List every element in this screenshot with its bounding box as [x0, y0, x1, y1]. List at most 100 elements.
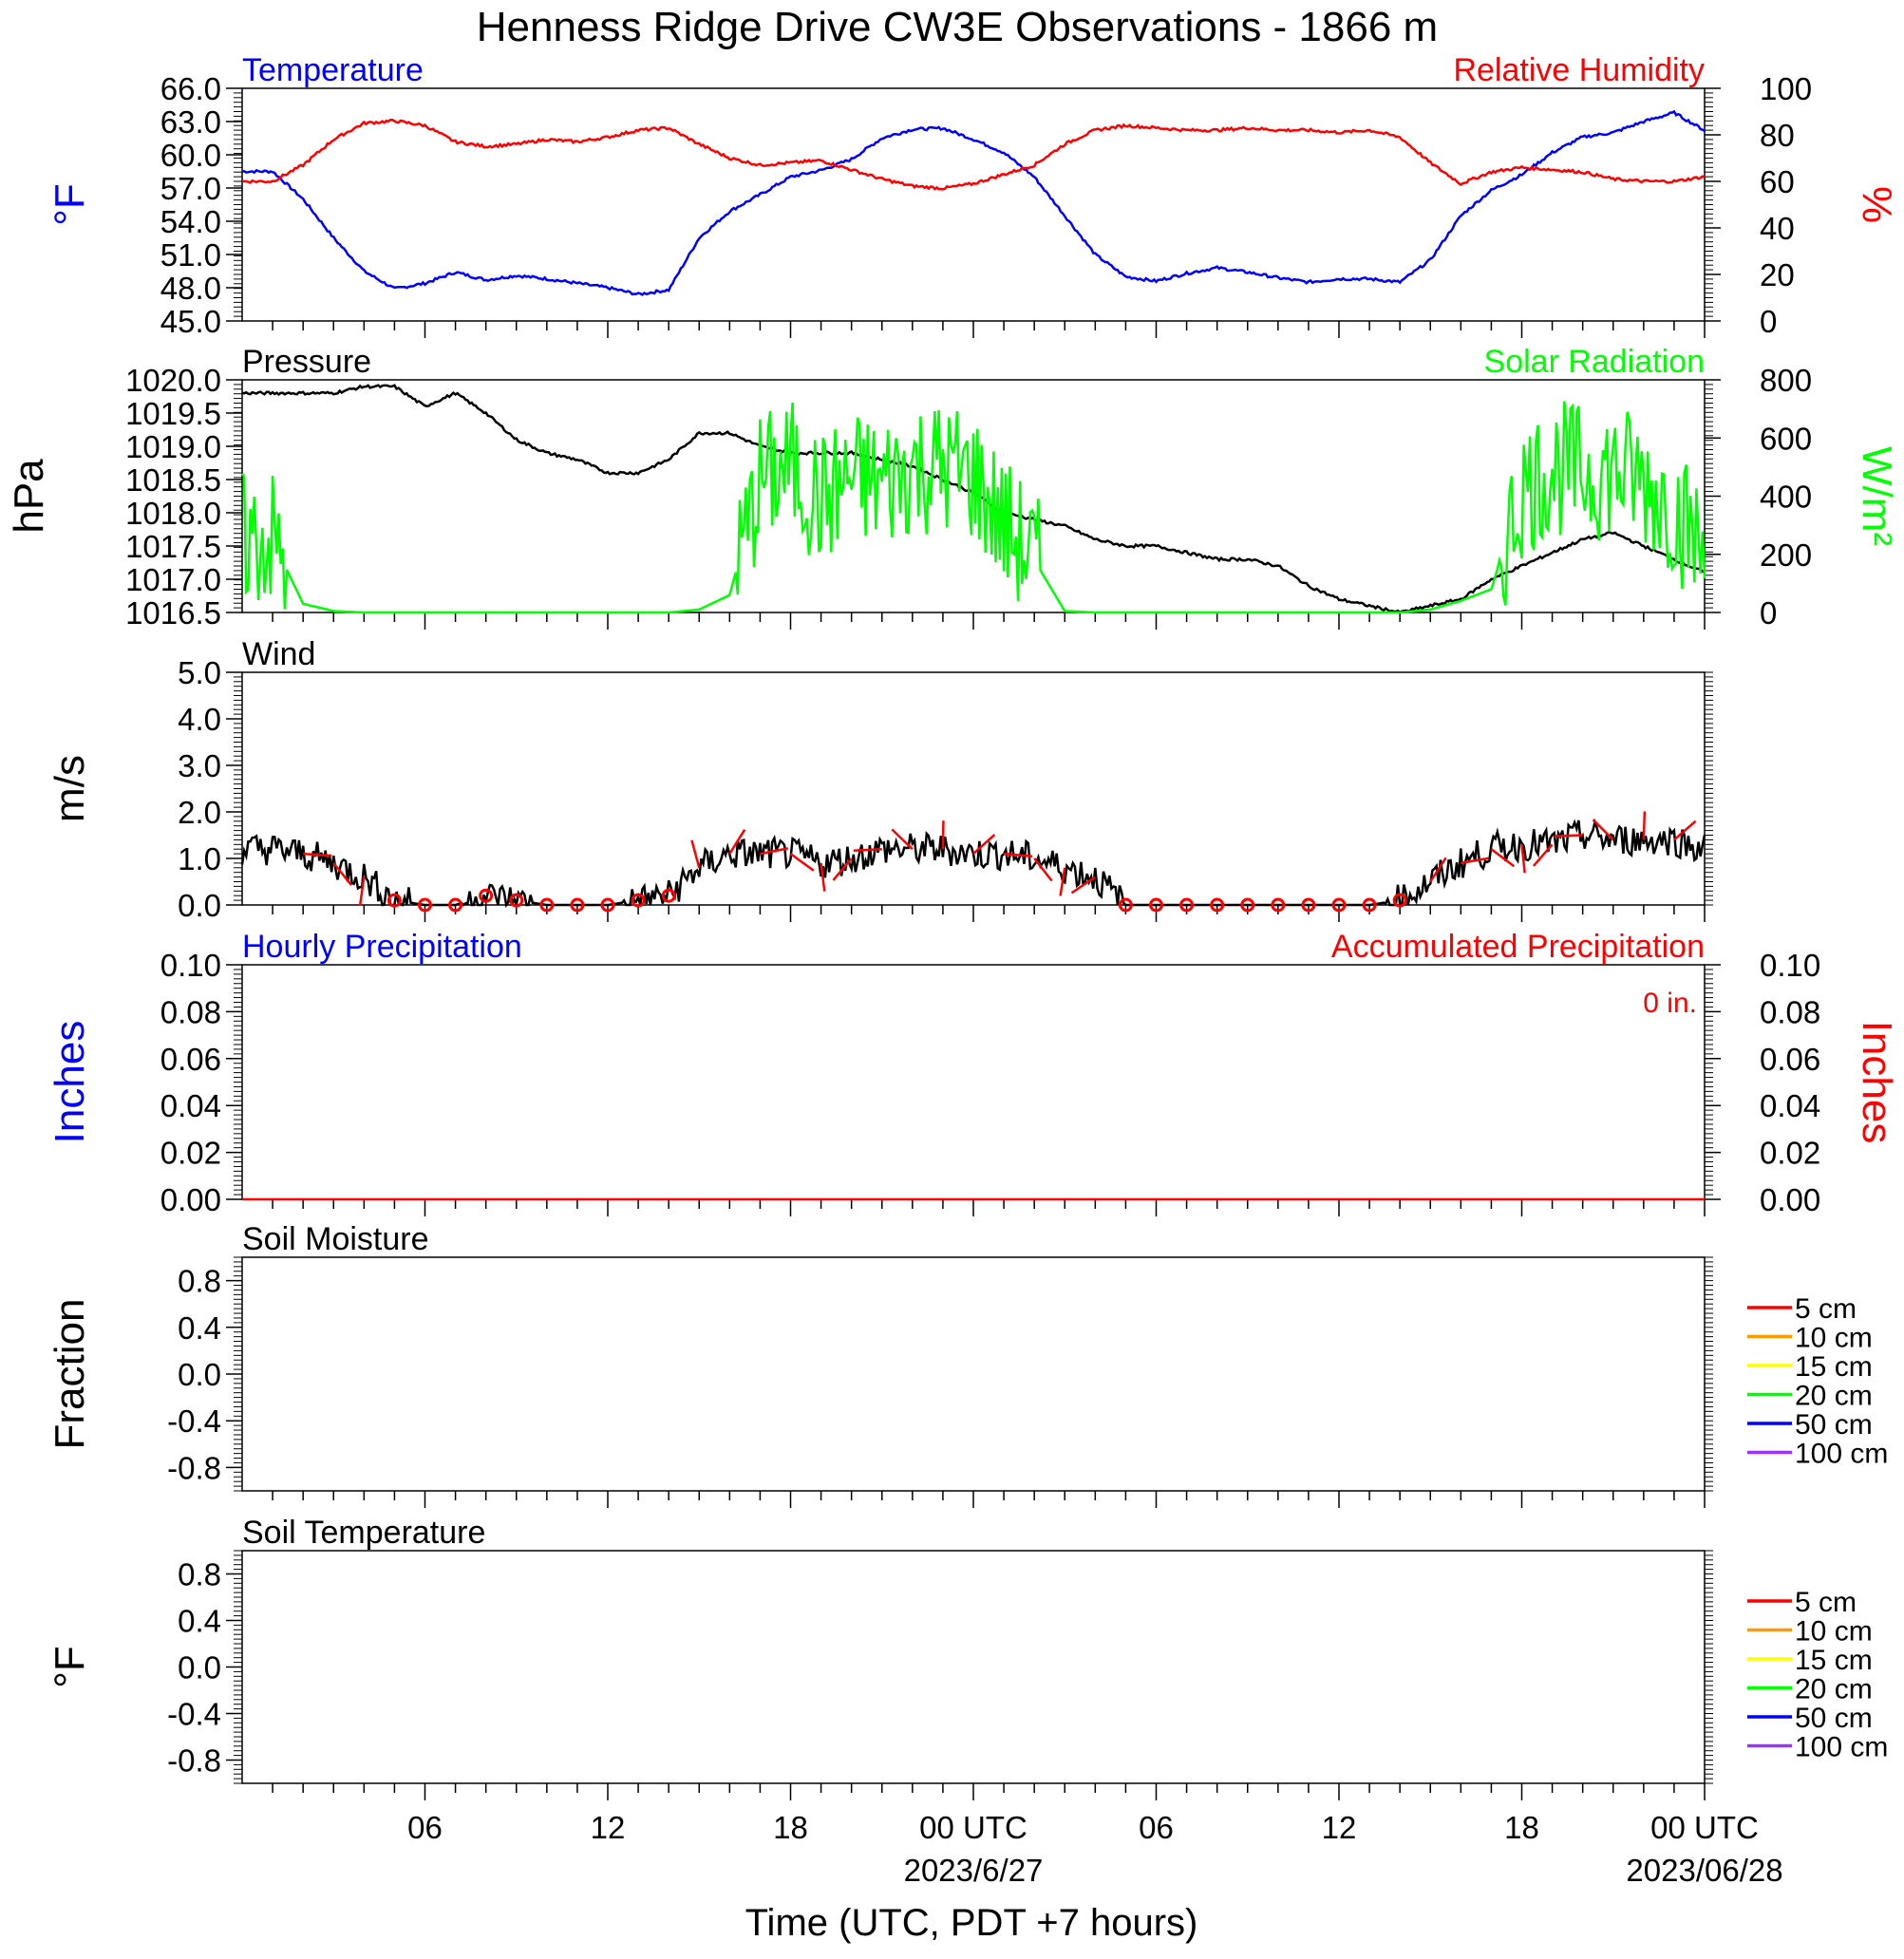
wind-barb [1642, 811, 1647, 840]
y-right-tick-label: 0.10 [1760, 948, 1820, 983]
x-tick-label: 06 [407, 1810, 443, 1845]
x-tick-label: 00 UTC [919, 1810, 1027, 1845]
wind-barb [1490, 848, 1516, 868]
panel-soil-moisture: 0.8 0.4 0.0 -0.4 -0.8 Soil Moisture Fraction 5 … [47, 1221, 1888, 1508]
y-left-tick-label: 1.0 [178, 841, 221, 876]
panel-title-left: Hourly Precipitation [242, 929, 522, 965]
wind-calm-marker [1301, 897, 1316, 913]
wind-calm-marker [631, 893, 646, 908]
wind-barb [832, 857, 853, 881]
y-left-tick-label: -0.4 [167, 1697, 221, 1732]
y-left-tick-label: 0.0 [178, 1650, 221, 1686]
y-left-tick-label: 0.08 [160, 994, 221, 1029]
wind-barb [820, 862, 826, 892]
wind-calm-marker [661, 888, 676, 903]
y-left-tick-label: 0.8 [178, 1557, 221, 1592]
y-left-tick-label: 0.4 [178, 1604, 221, 1639]
legend-label: 5 cm [1795, 1587, 1857, 1618]
legend-label: 10 cm [1795, 1323, 1873, 1354]
panel-frame [241, 379, 1706, 613]
wind-calm-marker [386, 893, 402, 908]
wind-calm-marker [448, 897, 463, 913]
panel-title-right: Relative Humidity [1453, 52, 1705, 88]
legend-label: 15 cm [1795, 1645, 1873, 1676]
y-axis-label-left: m/s [47, 755, 93, 822]
y-axis-label-left: Fraction [47, 1299, 93, 1450]
wind-calm-marker [1210, 897, 1225, 913]
panel-title-left: Soil Moisture [242, 1221, 429, 1257]
y-left-tick-label: 0.02 [160, 1136, 221, 1171]
y-left-tick-label: 0.00 [160, 1182, 221, 1217]
legend-label: 50 cm [1795, 1703, 1873, 1734]
panel-frame [241, 87, 1706, 322]
wind-calm-marker [570, 897, 585, 913]
y-right-tick-label: 0.00 [1760, 1182, 1820, 1217]
panel-title-right: Solar Radiation [1484, 344, 1705, 380]
panel-temperature-humidity: 66.063.060.057.054.051.048.045.0 100 80 60 4… [47, 52, 1900, 339]
y-left-tick-label: 63.0 [160, 104, 221, 140]
x-tick-label: 00 UTC [1650, 1810, 1759, 1845]
y-left-tick-label: 5.0 [178, 655, 221, 690]
panel-frame [241, 1550, 1706, 1784]
legend-label: 20 cm [1795, 1674, 1873, 1705]
y-left-tick-label: 1017.5 [125, 529, 221, 564]
wind-barb [853, 847, 882, 853]
wind-calm-marker [1392, 893, 1407, 908]
wind-barb [1059, 867, 1066, 896]
series-line-wind-speed [240, 818, 1706, 910]
panel-title-right: Accumulated Precipitation [1331, 929, 1705, 965]
wind-calm-marker [1179, 897, 1195, 913]
panel-title-left: Pressure [242, 344, 371, 380]
y-right-tick-label: 0 [1760, 595, 1777, 631]
y-left-tick-label: 0.06 [160, 1042, 221, 1077]
legend-label: 100 cm [1795, 1439, 1888, 1470]
wind-barb [1070, 876, 1097, 895]
y-right-tick-label: 20 [1760, 257, 1795, 292]
wind-barb [1554, 834, 1583, 838]
y-right-tick-label: 400 [1760, 480, 1812, 515]
wind-barb [941, 820, 945, 850]
wind-calm-marker [1240, 897, 1255, 913]
wind-calm-marker [1271, 897, 1286, 913]
y-right-tick-label: 600 [1760, 421, 1812, 456]
wind-barb [1033, 857, 1053, 882]
series-line-relative-humidity [241, 119, 1706, 191]
y-right-tick-label: 0.02 [1760, 1136, 1820, 1171]
panel-title-left: Wind [242, 636, 315, 672]
legend-label: 50 cm [1795, 1409, 1873, 1441]
legend-label: 100 cm [1795, 1732, 1888, 1763]
y-axis-label-left: °F [47, 1646, 93, 1687]
wind-barb [1532, 843, 1554, 867]
wind-barb [690, 839, 701, 869]
panel-frame [241, 671, 1706, 906]
y-right-tick-label: 80 [1760, 118, 1795, 153]
y-left-tick-label: 0.8 [178, 1264, 221, 1299]
wind-calm-marker [1149, 897, 1163, 913]
series-line-temperature [241, 109, 1706, 296]
wind-barb [1003, 852, 1033, 857]
series-line-solar-radiation [240, 401, 1706, 614]
y-left-tick-label: 1019.5 [125, 396, 221, 431]
y-left-tick-label: 0.0 [178, 1357, 221, 1392]
wind-barb [1592, 819, 1614, 841]
y-left-tick-label: 54.0 [160, 204, 221, 239]
y-right-tick-label: 0.08 [1760, 994, 1820, 1029]
x-date-label: 2023/06/28 [1626, 1853, 1782, 1888]
wind-calm-marker [479, 888, 494, 903]
accumulated-precip-value: 0 in. [1643, 988, 1697, 1019]
y-left-tick-label: 1020.0 [125, 363, 221, 398]
legend-label: 5 cm [1795, 1293, 1857, 1325]
wind-barb [728, 828, 746, 855]
y-left-tick-label: 57.0 [160, 171, 221, 206]
y-left-tick-label: 1019.0 [125, 429, 221, 464]
wind-calm-marker [539, 897, 555, 913]
y-right-tick-label: 60 [1760, 164, 1795, 199]
wind-barb [1429, 857, 1447, 883]
x-tick-label: 12 [1322, 1810, 1357, 1845]
wind-barb [358, 876, 366, 906]
